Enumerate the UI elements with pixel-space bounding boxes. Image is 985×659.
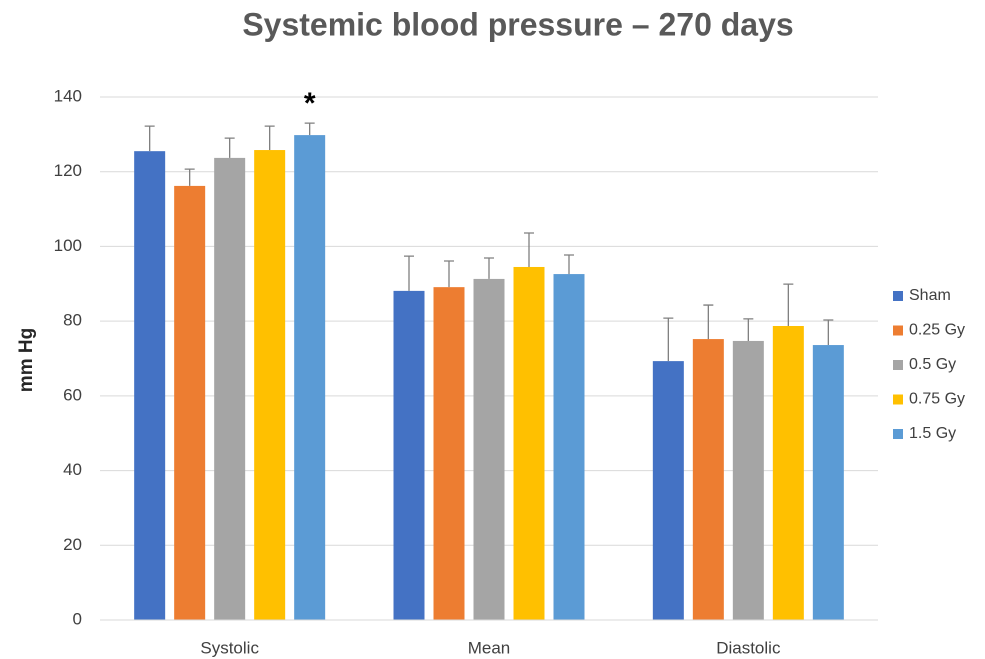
error-bar: [524, 232, 534, 267]
bar: [553, 274, 585, 620]
bar: [393, 290, 425, 620]
error-bar: [184, 168, 195, 186]
error-bar: [663, 317, 674, 362]
error-bar: [564, 254, 574, 275]
error-bar: [823, 319, 834, 346]
y-tick-label: 120: [54, 161, 82, 180]
y-tick-label: 40: [63, 460, 82, 479]
error-bar: [783, 283, 794, 326]
y-tick-label: 20: [63, 535, 82, 554]
legend-swatch: [893, 325, 903, 336]
y-tick-label: 80: [63, 311, 82, 330]
x-tick-label: Diastolic: [716, 638, 781, 657]
annotation: *: [304, 87, 316, 120]
bar: [473, 278, 505, 620]
legend-swatch: [893, 360, 903, 370]
bar: [732, 340, 764, 620]
error-bar: [444, 260, 454, 288]
bar: [254, 150, 286, 620]
bar: [294, 135, 326, 620]
bar: [812, 345, 844, 620]
legend-label: 0.25 Gy: [909, 322, 965, 339]
bar: [513, 266, 545, 620]
error-bar: [264, 125, 275, 151]
legend-label: Sham: [909, 287, 951, 304]
legend-label: 1.5 Gy: [909, 425, 956, 442]
bar: [134, 151, 166, 621]
legend-label: 0.75 Gy: [909, 391, 965, 408]
bar: [174, 185, 206, 620]
error-bar: [743, 318, 754, 341]
error-bar: [484, 257, 494, 279]
error-bar: [703, 304, 714, 340]
y-tick-label: 100: [54, 236, 82, 255]
bar: [652, 361, 684, 620]
x-tick-label: Systolic: [200, 638, 259, 657]
y-tick-label: 60: [63, 385, 82, 404]
y-tick-label: 0: [73, 609, 82, 628]
y-tick-label: 140: [54, 86, 82, 105]
chart-title: Systemic blood pressure – 270 days: [242, 6, 793, 42]
x-tick-label: Mean: [468, 638, 511, 657]
legend-swatch: [893, 394, 903, 405]
legend-label: 0.5 Gy: [909, 356, 956, 373]
legend-swatch: [893, 429, 903, 439]
y-axis-label: mm Hg: [16, 328, 37, 392]
legend-swatch: [893, 291, 903, 301]
error-bar: [224, 137, 235, 158]
error-bar: [404, 255, 414, 291]
bar: [692, 339, 724, 620]
error-bar: [144, 125, 155, 152]
bar: [772, 325, 804, 620]
bar: [433, 287, 465, 620]
error-bar: [304, 122, 315, 136]
bar: [214, 157, 246, 620]
